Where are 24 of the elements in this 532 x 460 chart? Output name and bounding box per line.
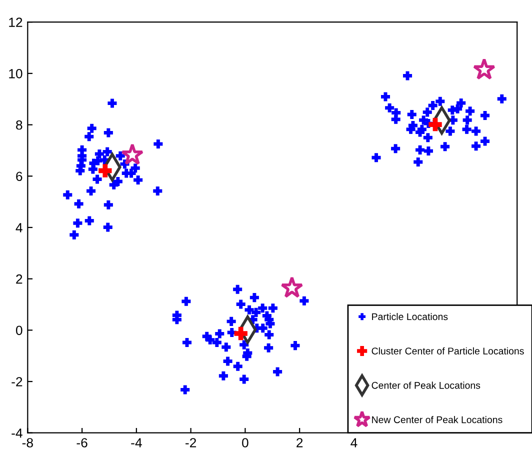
legend-label: Particle Locations — [372, 312, 448, 320]
y-tick-label: 8 — [16, 120, 22, 130]
point — [472, 58, 496, 80]
legend-label: Center of Peak Locations — [372, 382, 480, 389]
y-tick-label: 0 — [16, 326, 22, 336]
x-tick-label: -4 — [131, 438, 142, 448]
point — [121, 143, 144, 165]
y-tick-label: -2 — [12, 377, 22, 386]
x-tick-label: 2 — [296, 438, 303, 448]
x-tick-label: -2 — [186, 438, 196, 448]
y-tick-label: 12 — [9, 18, 22, 27]
y-tick-label: -4 — [12, 428, 22, 438]
x-tick-label: -6 — [76, 438, 88, 448]
point — [98, 164, 112, 178]
y-tick-label: 2 — [16, 274, 22, 284]
x-tick-label: 4 — [350, 438, 358, 448]
point — [280, 276, 304, 298]
legend-label: Cluster Center of Particle Locations — [372, 347, 524, 354]
x-tick-label: -8 — [22, 438, 33, 448]
y-tick-label: 6 — [16, 172, 22, 182]
y-tick-label: 4 — [16, 223, 22, 232]
y-tick-label: 10 — [9, 68, 22, 78]
x-tick-label: 0 — [242, 438, 248, 448]
legend-label: New Center of Peak Locations — [372, 416, 502, 424]
